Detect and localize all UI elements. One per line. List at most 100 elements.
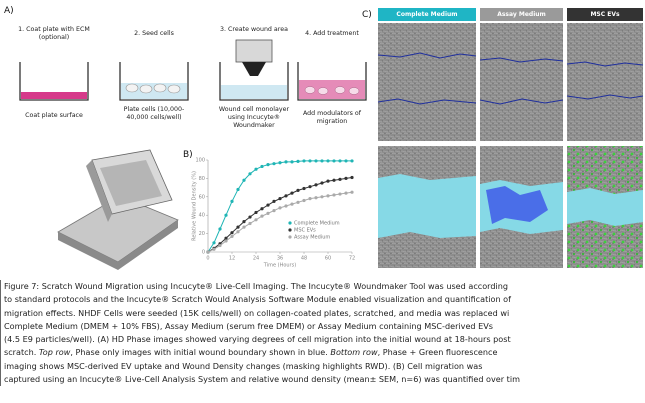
data-point	[332, 178, 336, 182]
data-point	[206, 250, 210, 254]
data-point	[284, 160, 288, 164]
data-point	[308, 197, 312, 201]
data-point	[338, 192, 342, 196]
caption-text: to standard protocols and the Incucyte® …	[4, 294, 511, 305]
caption-line: to standard protocols and the Incucyte® …	[4, 293, 645, 306]
step-title: 1. Coat plate with ECM (optional)	[18, 26, 90, 41]
data-point	[266, 211, 270, 215]
data-point	[266, 163, 270, 167]
data-point	[344, 159, 348, 163]
data-point	[248, 221, 252, 226]
legend-label: MSC EVs	[294, 228, 316, 234]
data-point	[320, 195, 324, 199]
caption-line: scratch. Top row, Phase only images with…	[4, 346, 645, 359]
data-point	[212, 241, 216, 245]
data-point	[266, 203, 270, 207]
data-point	[302, 159, 306, 163]
panel-label: B)	[183, 150, 193, 160]
data-point	[278, 197, 282, 201]
caption-line: Complete Medium (DMEM + 10% FBS), Assay …	[4, 320, 645, 333]
legend-label: Complete Medium	[294, 221, 340, 227]
data-point	[260, 214, 264, 218]
y-axis-label: Relative Wound Density (%)	[192, 171, 198, 241]
data-point	[344, 176, 348, 180]
data-point	[326, 159, 330, 163]
figure-caption: Figure 7: Scratch Wound Migration using …	[0, 280, 645, 387]
legend-marker	[288, 221, 292, 225]
caption-text: captured using an Incucyte® Live-Cell An…	[4, 374, 520, 385]
y-tick-label: 100	[195, 158, 205, 164]
caption-line: Figure 7: Scratch Wound Migration using …	[4, 280, 645, 293]
x-axis-label: Time (Hours)	[263, 263, 296, 269]
data-point	[296, 200, 300, 204]
column-header: MSC EVs	[567, 8, 643, 21]
caption-text: (4.5 E9 particles/well). (A) HD Phase im…	[4, 334, 511, 345]
data-point	[308, 159, 312, 163]
woundmaker-device	[57, 149, 179, 270]
x-tick-label: 60	[325, 256, 331, 262]
data-point	[272, 162, 276, 166]
data-point	[278, 206, 282, 210]
caption-text: scratch.	[4, 347, 39, 358]
data-point	[230, 231, 234, 235]
step-desc: Plate cells (10,000-40,000 cells/well)	[123, 106, 185, 121]
data-point	[236, 225, 240, 229]
caption-text: migration effects. NHDF Cells were seede…	[4, 307, 510, 318]
data-point	[338, 177, 342, 181]
data-point	[338, 159, 342, 163]
data-point	[290, 191, 294, 195]
data-point	[242, 178, 246, 182]
data-point	[230, 234, 234, 238]
y-tick-label: 40	[199, 213, 205, 219]
x-tick-label: 12	[229, 256, 235, 262]
data-point	[236, 187, 240, 192]
caption-italic: Bottom row	[330, 347, 378, 358]
caption-line: (4.5 E9 particles/well). (A) HD Phase im…	[4, 333, 645, 346]
data-point	[350, 175, 354, 180]
data-point	[332, 159, 336, 163]
data-point	[254, 167, 258, 171]
well-illustrations	[19, 39, 367, 101]
data-point	[344, 191, 348, 195]
step-title: 3. Create wound area	[220, 26, 288, 33]
data-point	[218, 243, 222, 248]
data-point	[284, 194, 288, 198]
step-desc: Add modulators of migration	[302, 110, 362, 125]
data-point	[278, 161, 282, 165]
data-point	[314, 196, 318, 200]
x-tick-label: 24	[253, 256, 259, 262]
caption-line: migration effects. NHDF Cells were seede…	[4, 307, 645, 320]
data-point	[272, 199, 276, 203]
data-point	[302, 198, 306, 203]
data-point	[230, 199, 234, 203]
data-point	[284, 204, 288, 208]
y-tick-label: 80	[199, 176, 205, 182]
microscopy-images	[377, 23, 644, 268]
x-tick-label: 48	[301, 256, 307, 262]
step-desc: Wound cell monolayer using Incucyte® Wou…	[218, 106, 290, 129]
data-point	[242, 220, 246, 224]
caption-text: , Phase only images with initial wound b…	[70, 347, 331, 358]
data-point	[296, 159, 300, 163]
column-header: Assay Medium	[480, 8, 563, 21]
data-point	[224, 239, 228, 243]
data-point	[224, 213, 228, 217]
data-point	[212, 247, 216, 251]
data-point	[350, 190, 354, 194]
data-point	[290, 160, 294, 164]
data-point	[224, 236, 228, 240]
step-title: 2. Seed cells	[134, 30, 174, 37]
caption-line: captured using an Incucyte® Live-Cell An…	[4, 373, 645, 386]
series-line	[207, 176, 353, 253]
data-point	[332, 193, 336, 197]
data-point	[290, 202, 294, 206]
y-tick-label: 0	[202, 250, 205, 256]
legend-label: Assay Medium	[294, 235, 330, 241]
data-point	[314, 159, 318, 163]
y-tick-label: 20	[199, 231, 205, 237]
data-point	[254, 210, 258, 215]
data-point	[272, 209, 276, 213]
x-tick-label: 36	[277, 256, 283, 262]
data-point	[248, 215, 252, 219]
